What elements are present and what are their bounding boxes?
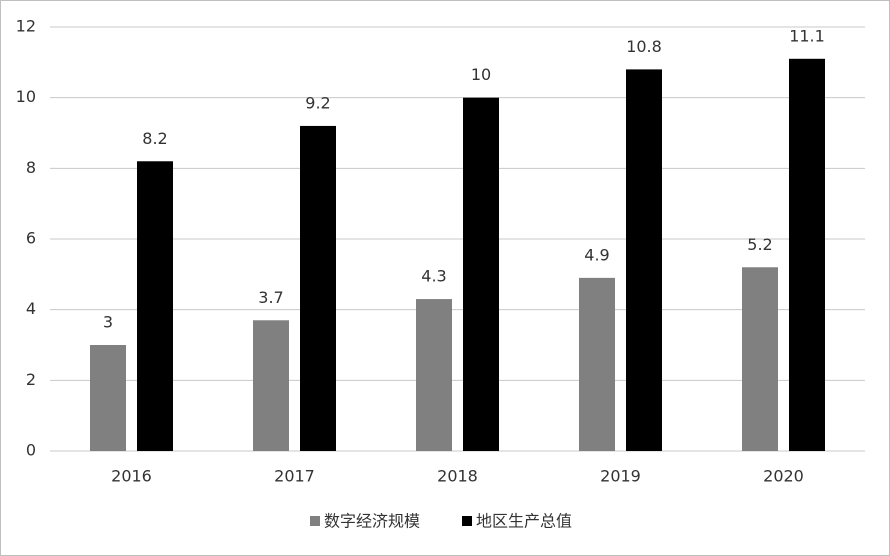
bar: [463, 97, 499, 452]
x-tick-label: 2017: [274, 467, 315, 486]
data-label: 10: [471, 65, 491, 84]
bar: [742, 267, 778, 451]
x-tick-label: 2016: [111, 467, 152, 486]
bar: [579, 277, 615, 451]
data-label: 9.2: [305, 93, 330, 112]
y-tick-label: 0: [26, 441, 36, 460]
bar: [416, 299, 452, 451]
y-tick-label: 6: [26, 229, 36, 248]
y-tick-label: 2: [26, 370, 36, 389]
x-tick-label: 2019: [600, 467, 641, 486]
data-label: 4.9: [584, 245, 609, 264]
legend-swatch: [462, 516, 472, 526]
data-label: 8.2: [142, 129, 167, 148]
bar: [300, 125, 336, 451]
y-tick-label: 4: [26, 299, 36, 318]
y-tick-label: 8: [26, 158, 36, 177]
data-label: 11.1: [789, 26, 825, 45]
data-label: 3.7: [258, 288, 283, 307]
bar: [90, 345, 126, 451]
legend-label: 数字经济规模: [324, 512, 420, 531]
data-label: 4.3: [421, 267, 446, 286]
x-tick-label: 2018: [437, 467, 478, 486]
x-tick-label: 2020: [763, 467, 804, 486]
bar: [626, 69, 662, 452]
bar: [789, 58, 825, 452]
data-label: 5.2: [747, 235, 772, 254]
legend-swatch: [310, 516, 320, 526]
legend-label: 地区生产总值: [476, 512, 572, 531]
y-tick-label: 10: [16, 87, 36, 106]
data-label: 3: [103, 313, 113, 332]
bar: [253, 320, 289, 451]
y-tick-label: 12: [16, 17, 36, 36]
data-label: 10.8: [626, 37, 662, 56]
bar: [137, 161, 173, 451]
